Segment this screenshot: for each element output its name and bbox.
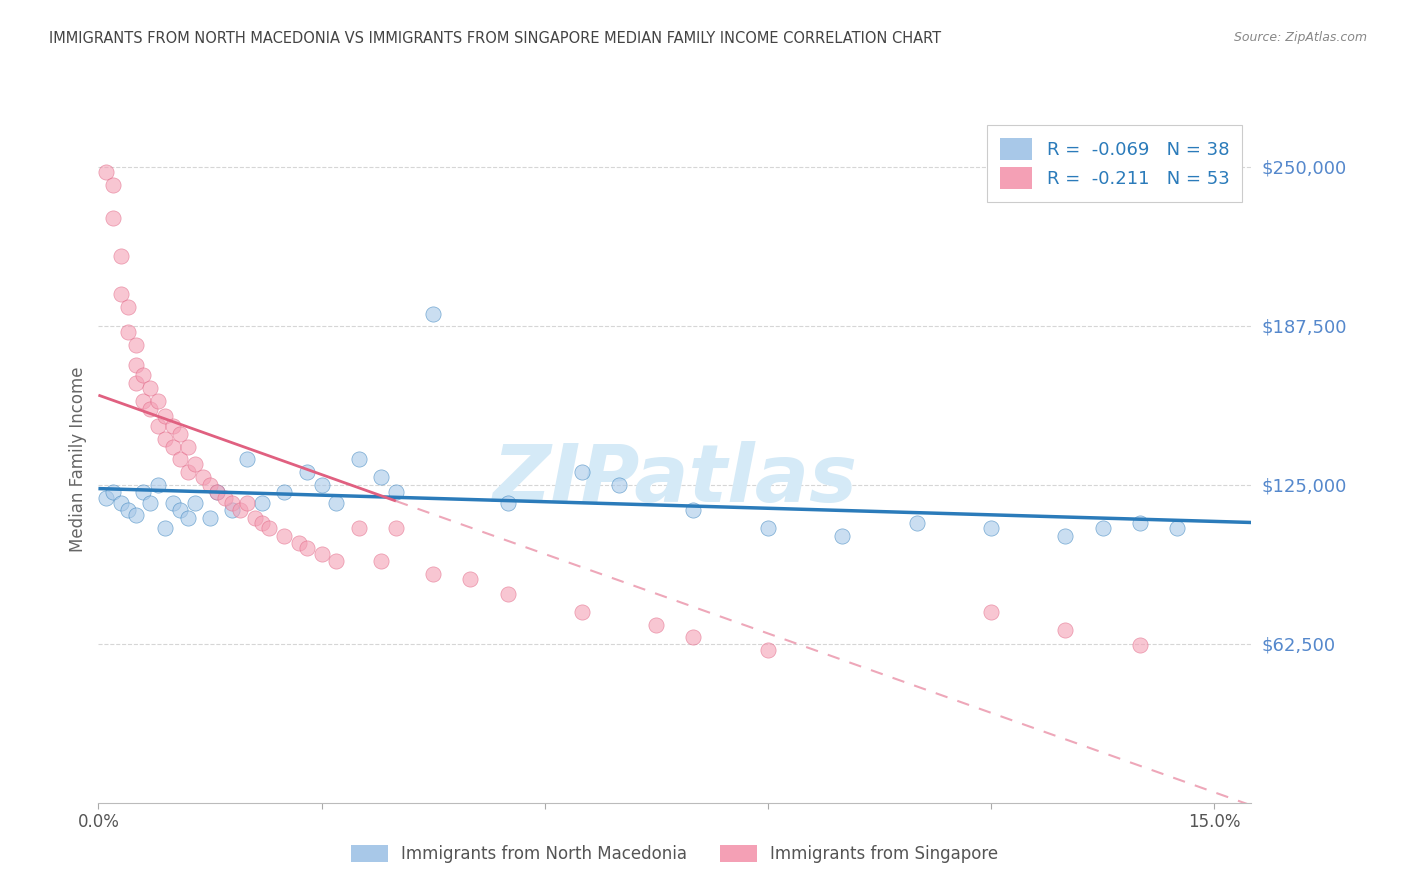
Text: IMMIGRANTS FROM NORTH MACEDONIA VS IMMIGRANTS FROM SINGAPORE MEDIAN FAMILY INCOM: IMMIGRANTS FROM NORTH MACEDONIA VS IMMIG… xyxy=(49,31,942,46)
Point xyxy=(110,249,132,263)
Point xyxy=(176,440,198,454)
Point xyxy=(221,495,243,509)
Point xyxy=(124,376,146,390)
Text: ZIPatlas: ZIPatlas xyxy=(492,441,858,519)
Point xyxy=(422,307,444,321)
Point xyxy=(385,521,408,535)
Point xyxy=(169,452,191,467)
Point xyxy=(169,503,191,517)
Point xyxy=(124,338,146,352)
Point xyxy=(607,478,630,492)
Point xyxy=(132,368,155,383)
Point xyxy=(103,178,125,192)
Point xyxy=(325,554,347,568)
Point xyxy=(1054,529,1077,543)
Point xyxy=(198,478,221,492)
Point xyxy=(905,516,928,530)
Point xyxy=(184,495,207,509)
Point xyxy=(645,617,668,632)
Point xyxy=(980,605,1002,619)
Point xyxy=(460,572,482,586)
Point xyxy=(1129,638,1152,652)
Point xyxy=(682,631,704,645)
Point xyxy=(214,491,236,505)
Point xyxy=(1054,623,1077,637)
Point xyxy=(370,470,392,484)
Point xyxy=(139,401,162,416)
Point xyxy=(103,485,125,500)
Point xyxy=(1166,521,1188,535)
Point xyxy=(124,508,146,523)
Point xyxy=(295,541,318,556)
Point xyxy=(117,325,139,339)
Point xyxy=(756,521,779,535)
Point xyxy=(347,452,370,467)
Point xyxy=(132,485,155,500)
Point xyxy=(273,529,295,543)
Point xyxy=(347,521,370,535)
Point xyxy=(146,478,169,492)
Point xyxy=(146,393,169,408)
Point xyxy=(117,503,139,517)
Point xyxy=(1129,516,1152,530)
Point xyxy=(162,440,184,454)
Point xyxy=(155,432,177,446)
Point xyxy=(176,465,198,479)
Point xyxy=(207,485,229,500)
Point xyxy=(295,465,318,479)
Point xyxy=(250,516,273,530)
Point xyxy=(980,521,1002,535)
Point xyxy=(311,547,333,561)
Y-axis label: Median Family Income: Median Family Income xyxy=(69,367,87,552)
Point xyxy=(124,358,146,372)
Point xyxy=(221,503,243,517)
Point xyxy=(1091,521,1114,535)
Point xyxy=(94,165,117,179)
Point xyxy=(184,458,207,472)
Point xyxy=(176,511,198,525)
Point xyxy=(288,536,311,550)
Point xyxy=(831,529,853,543)
Point xyxy=(191,470,214,484)
Point xyxy=(132,393,155,408)
Point xyxy=(496,587,519,601)
Point xyxy=(311,478,333,492)
Point xyxy=(236,452,259,467)
Point xyxy=(236,495,259,509)
Point xyxy=(259,521,281,535)
Point xyxy=(682,503,704,517)
Point xyxy=(94,491,117,505)
Point xyxy=(117,300,139,314)
Point xyxy=(198,511,221,525)
Point xyxy=(139,495,162,509)
Point xyxy=(571,465,593,479)
Point xyxy=(169,426,191,441)
Point xyxy=(385,485,408,500)
Point xyxy=(496,495,519,509)
Point xyxy=(422,566,444,581)
Point xyxy=(155,521,177,535)
Legend: Immigrants from North Macedonia, Immigrants from Singapore: Immigrants from North Macedonia, Immigra… xyxy=(344,838,1005,870)
Point xyxy=(243,511,266,525)
Point xyxy=(110,495,132,509)
Point xyxy=(229,503,252,517)
Point xyxy=(110,287,132,301)
Point xyxy=(207,485,229,500)
Point xyxy=(162,419,184,434)
Point xyxy=(155,409,177,424)
Point xyxy=(146,419,169,434)
Point xyxy=(571,605,593,619)
Text: Source: ZipAtlas.com: Source: ZipAtlas.com xyxy=(1233,31,1367,45)
Point xyxy=(250,495,273,509)
Point xyxy=(756,643,779,657)
Point xyxy=(370,554,392,568)
Point xyxy=(162,495,184,509)
Point xyxy=(103,211,125,225)
Point xyxy=(273,485,295,500)
Point xyxy=(139,381,162,395)
Point xyxy=(325,495,347,509)
